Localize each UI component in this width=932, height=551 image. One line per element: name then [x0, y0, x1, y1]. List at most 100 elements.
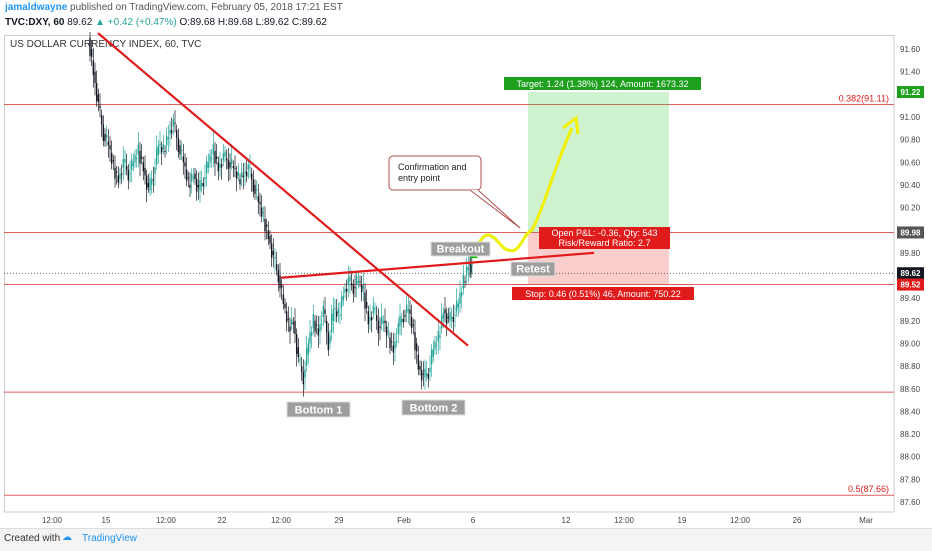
candle-body: [355, 276, 358, 285]
price-axis-tick: 89.80: [900, 249, 921, 258]
pnl-label-box: [539, 227, 670, 249]
target-label: Target: 1.24 (1.38%) 124, Amount: 1673.3…: [516, 79, 688, 89]
candle-body: [270, 243, 273, 258]
candle-body: [464, 281, 466, 283]
author-link[interactable]: jamaldwayne: [5, 2, 68, 13]
candle-body: [312, 314, 315, 329]
projection-curve: [476, 127, 574, 253]
candle-body: [265, 224, 268, 227]
candle-body: [444, 309, 446, 314]
candle-body: [165, 136, 168, 146]
rr-label: Risk/Reward Ratio: 2.7: [558, 238, 650, 248]
time-axis-tick: 12:00: [614, 516, 635, 525]
stop-label-box: [512, 287, 694, 300]
candle-body: [259, 201, 261, 205]
target-label-box: [504, 77, 701, 90]
candle-body: [457, 303, 460, 308]
candle-body: [104, 133, 106, 142]
annotation-tag-label: Bottom 1: [295, 405, 343, 417]
pnl-label: Open P&L: -0.36, Qty: 543: [551, 228, 657, 238]
candle-body: [174, 122, 176, 124]
candle-body: [460, 292, 463, 297]
quote-line: TVC:DXY, 60 89.62 ▲ +0.42 (+0.47%) O:89.…: [5, 17, 327, 28]
low-label: L:89.62: [255, 17, 290, 28]
candle-body: [192, 176, 195, 178]
candle-body: [209, 155, 211, 163]
candle-body: [287, 318, 290, 320]
candle-body: [269, 235, 271, 244]
tradingview-brand[interactable]: TradingView: [82, 533, 138, 544]
price-axis-tick: 87.60: [900, 498, 921, 507]
price-axis-tick: 89.40: [900, 294, 921, 303]
candle-body: [150, 179, 153, 185]
candle-body: [469, 264, 471, 266]
candle-body: [90, 49, 93, 57]
candle-body: [152, 179, 155, 181]
candle-body: [435, 344, 438, 346]
candle-body: [354, 286, 356, 289]
price-axis-tick: 90.60: [900, 158, 921, 167]
candle-body: [362, 285, 365, 289]
candle-body: [424, 368, 426, 378]
price-axis-tick: 91.00: [900, 113, 921, 122]
candle-body: [310, 331, 313, 336]
candle-body: [332, 309, 335, 321]
candle-body: [175, 130, 178, 138]
price-axis-tick: 91.60: [900, 45, 921, 54]
candle-body: [390, 341, 393, 343]
candle-body: [429, 367, 431, 372]
candle-body: [302, 371, 305, 385]
candle-body: [227, 160, 230, 170]
candle-body: [135, 158, 138, 160]
price-chart[interactable]: 91.6091.4091.2091.0090.8090.6090.4090.20…: [0, 0, 932, 528]
candle-body: [397, 323, 400, 335]
candle-body: [210, 158, 213, 160]
candle-body: [222, 153, 225, 161]
candle-body: [244, 171, 246, 174]
candle-body: [240, 172, 243, 178]
candle-body: [167, 137, 170, 140]
candle-body: [345, 288, 348, 292]
candle-body: [452, 317, 455, 322]
candle-body: [465, 266, 468, 276]
time-axis-tick: 19: [678, 516, 687, 525]
candle-body: [430, 349, 433, 365]
candle-body: [404, 315, 406, 317]
candle-body: [347, 277, 350, 285]
candle-body: [375, 315, 378, 321]
candle-body: [335, 311, 338, 317]
candle-body: [420, 369, 423, 381]
candle-body: [107, 141, 110, 146]
time-axis-tick: 12: [562, 516, 571, 525]
candle-body: [320, 323, 323, 325]
candle-body: [235, 171, 238, 179]
created-with-label: Created with: [4, 533, 61, 544]
candle-body: [112, 160, 115, 162]
candle-body: [257, 196, 260, 202]
candle-body: [289, 326, 291, 332]
price-axis-tick: 89.20: [900, 317, 921, 326]
candle-body: [459, 292, 461, 304]
candle-body: [400, 318, 403, 323]
candle-body: [364, 292, 366, 309]
candle-body: [277, 269, 280, 283]
profit-zone: [528, 92, 669, 233]
candle-body: [372, 306, 375, 314]
price-axis-tick: 90.40: [900, 181, 921, 190]
candle-body: [294, 320, 296, 335]
candle-body: [159, 143, 161, 146]
price-tag: [897, 226, 924, 239]
time-axis-tick: 12:00: [42, 516, 63, 525]
candle-body: [350, 283, 353, 285]
stop-label: Stop: 0.46 (0.51%) 46, Amount: 750.22: [525, 289, 681, 299]
chart-frame[interactable]: [4, 35, 895, 513]
open-label: O:89.68: [179, 17, 216, 28]
candle-body: [314, 320, 316, 332]
candle-body: [284, 303, 286, 308]
candle-body: [399, 315, 401, 327]
candle-body: [250, 173, 253, 180]
candle-body: [140, 156, 143, 159]
footer: Created with ☁ TradingView: [0, 528, 932, 551]
candle-body: [195, 179, 198, 192]
candle-body: [462, 274, 465, 289]
